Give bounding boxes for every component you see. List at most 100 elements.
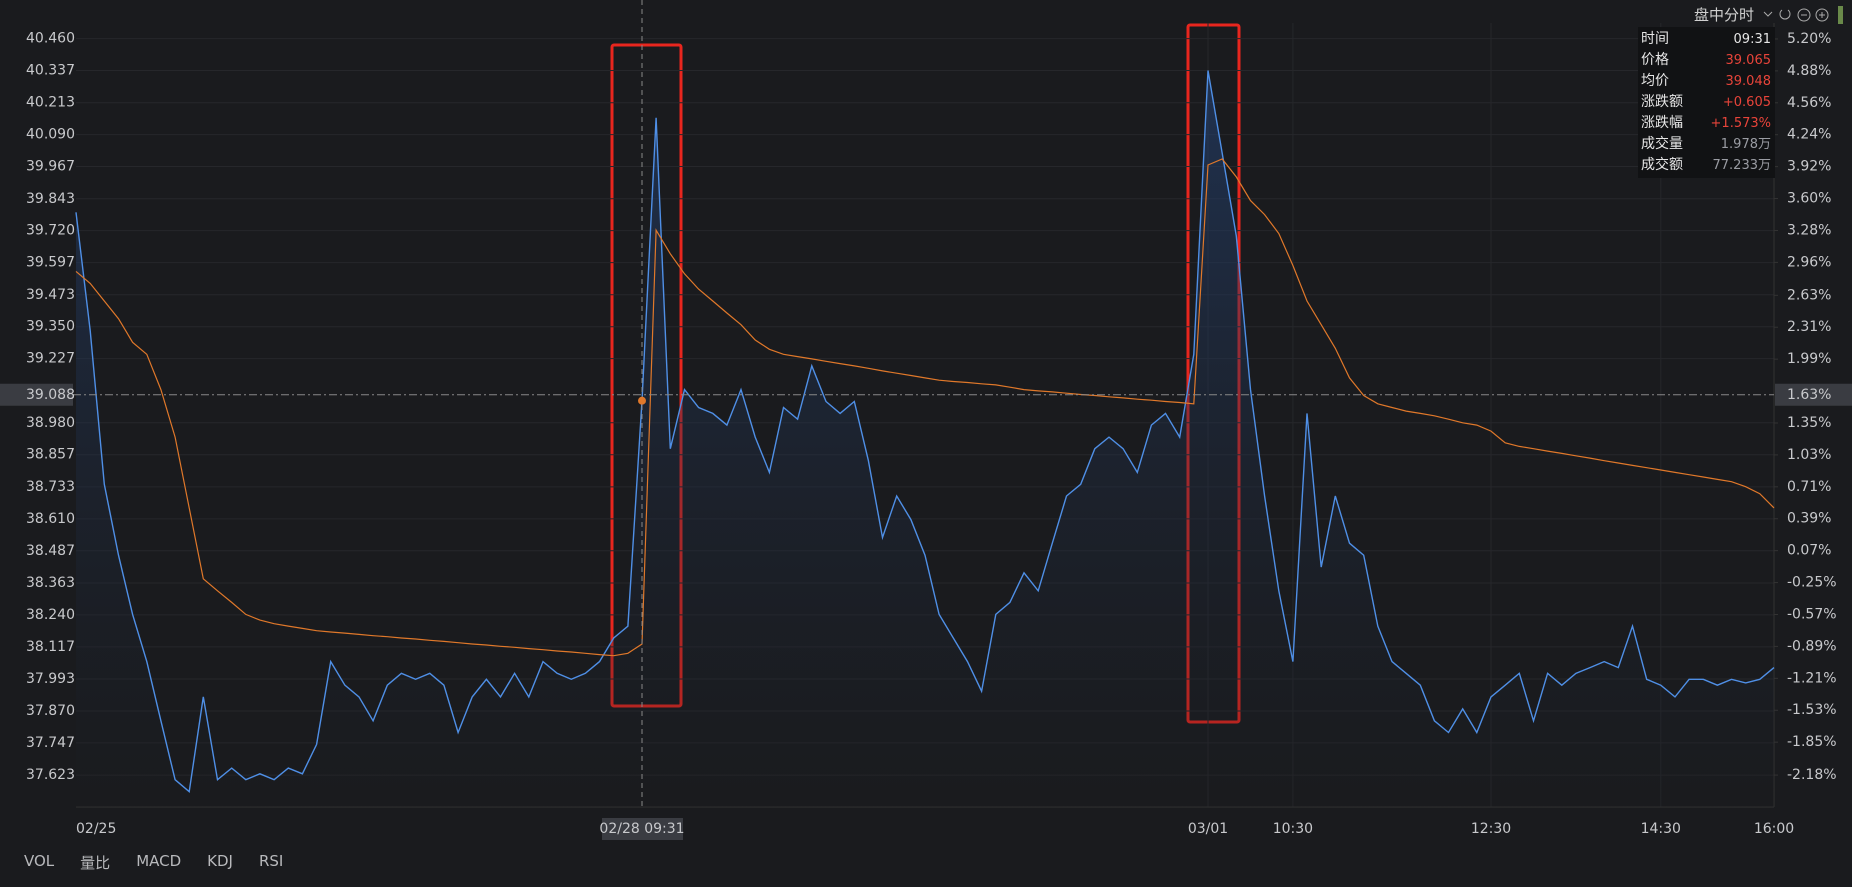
info-label: 涨跌幅: [1641, 115, 1683, 131]
x-tick-label: 02/25: [76, 821, 116, 837]
info-panel: 时间 09:31 价格 39.065 均价 39.048 涨跌额 +0.605 涨跌幅 +1.57…: [1638, 27, 1775, 178]
info-row: 价格 39.065: [1638, 50, 1775, 71]
crosshair-y-box: [0, 383, 73, 406]
y2-tick-label: 3.92%: [1787, 159, 1831, 175]
y-tick-label: 38.117: [26, 639, 75, 655]
y2-tick-label: -1.53%: [1787, 702, 1837, 718]
y2-tick-label: 5.20%: [1787, 31, 1831, 47]
mode-selector[interactable]: 盘中分时: [1694, 6, 1755, 24]
info-label: 均价: [1641, 73, 1669, 89]
info-value: +1.573%: [1710, 116, 1771, 131]
y2-tick-label: 2.96%: [1787, 254, 1831, 270]
y-tick-label: 39.227: [26, 351, 75, 367]
info-value: 77.233万: [1712, 158, 1772, 173]
crosshair-x-box: [602, 818, 683, 840]
info-row: 均价 39.048: [1638, 71, 1775, 92]
toolbar: 盘中分时: [1694, 4, 1850, 25]
y2-tick-label: 4.56%: [1787, 95, 1831, 111]
y-tick-label: 38.733: [26, 479, 75, 495]
y-tick-label: 37.747: [26, 735, 75, 751]
indicator-tab[interactable]: KDJ: [207, 852, 233, 870]
y-tick-label: 37.870: [26, 703, 75, 719]
y-tick-label: 38.363: [26, 575, 75, 591]
info-label: 成交额: [1641, 157, 1683, 173]
info-label: 时间: [1641, 31, 1669, 47]
y-tick-label: 39.597: [26, 255, 75, 271]
info-row: 时间 09:31: [1638, 29, 1775, 50]
average-line: [75, 158, 1775, 657]
info-row: 成交量 1.978万: [1638, 134, 1775, 155]
info-value: 1.978万: [1720, 137, 1771, 152]
y2-tick-label: -0.89%: [1787, 638, 1837, 654]
y-tick-label: 39.720: [26, 223, 75, 239]
price-area: [76, 70, 1774, 807]
scroll-indicator[interactable]: [1838, 5, 1844, 24]
y2-tick-label: 1.03%: [1787, 447, 1831, 463]
y-tick-label: 38.487: [26, 543, 75, 559]
y2-tick-label: -0.25%: [1787, 575, 1837, 591]
y2-tick-label: -2.18%: [1787, 767, 1837, 783]
crosshair-x-label: 02/28 09:31: [599, 821, 684, 837]
y-tick-label: 38.240: [26, 607, 75, 623]
y-tick-label: 37.993: [26, 671, 75, 687]
crosshair-marker: [638, 396, 646, 405]
y2-tick-label: 0.39%: [1787, 511, 1831, 527]
info-label: 涨跌额: [1641, 94, 1683, 110]
y2-tick-label: 1.35%: [1787, 415, 1831, 431]
info-value: 09:31: [1733, 32, 1771, 47]
x-tick-label: 10:30: [1273, 821, 1313, 837]
x-tick-label: 12:30: [1471, 821, 1511, 837]
y-tick-label: 38.857: [26, 447, 75, 463]
info-value: 39.048: [1725, 74, 1772, 89]
x-tick-label: 03/01: [1188, 821, 1228, 837]
indicator-tab[interactable]: RSI: [258, 852, 284, 870]
indicator-tab[interactable]: 量比: [80, 854, 111, 872]
indicator-tab[interactable]: VOL: [24, 852, 55, 870]
y2-tick-label: 3.60%: [1787, 191, 1831, 207]
crosshair-y2-box: [1775, 383, 1852, 406]
y-tick-label: 40.460: [26, 31, 75, 47]
zoom-in-icon[interactable]: [1815, 8, 1829, 21]
info-row: 成交额 77.233万: [1638, 155, 1775, 176]
price-line: [75, 70, 1775, 794]
y-tick-label: 40.213: [26, 95, 75, 111]
info-label: 成交量: [1641, 136, 1683, 152]
y-tick-label: 38.980: [26, 415, 75, 431]
y2-tick-label: 0.71%: [1787, 479, 1831, 495]
chevron-icon[interactable]: [1763, 11, 1773, 17]
y-tick-label: 39.843: [26, 191, 75, 207]
y2-tick-label: 4.88%: [1787, 63, 1831, 79]
indicator-tab[interactable]: MACD: [136, 852, 182, 870]
zoom-in-icon: [1819, 11, 1826, 18]
y2-tick-label: 1.99%: [1787, 351, 1831, 367]
info-label: 价格: [1641, 52, 1669, 68]
zoom-out-icon[interactable]: [1797, 8, 1811, 21]
y-tick-label: 38.610: [26, 511, 75, 527]
y2-tick-label: -1.85%: [1787, 734, 1837, 750]
y2-tick-label: 0.07%: [1787, 543, 1831, 559]
y2-tick-label: 4.24%: [1787, 127, 1831, 143]
y2-tick-label: -0.57%: [1787, 606, 1837, 622]
y2-tick-label: 2.63%: [1787, 287, 1831, 303]
y2-tick-label: 2.31%: [1787, 319, 1831, 335]
info-row: 涨跌幅 +1.573%: [1638, 113, 1775, 134]
crosshair-y2-label: 1.63%: [1787, 387, 1831, 403]
x-tick-label: 16:00: [1754, 821, 1794, 837]
x-tick-label: 14:30: [1641, 821, 1681, 837]
y-tick-label: 39.473: [26, 287, 75, 303]
info-value: 39.065: [1725, 53, 1772, 68]
y-tick-label: 40.090: [26, 127, 75, 143]
info-row: 涨跌额 +0.605: [1638, 92, 1775, 113]
indicator-tabs: VOL 量比 MACD KDJ RSI: [24, 852, 283, 873]
info-value: +0.605: [1722, 95, 1771, 110]
y-tick-label: 39.350: [26, 319, 75, 335]
toolbar-icons: [1763, 5, 1844, 24]
y-tick-label: 40.337: [26, 63, 75, 79]
reset-icon[interactable]: [1779, 9, 1791, 19]
crosshair-y-label: 39.088: [26, 387, 75, 403]
y-tick-label: 37.623: [26, 767, 75, 783]
y-tick-label: 39.967: [26, 159, 75, 175]
y2-tick-label: 3.28%: [1787, 222, 1831, 238]
